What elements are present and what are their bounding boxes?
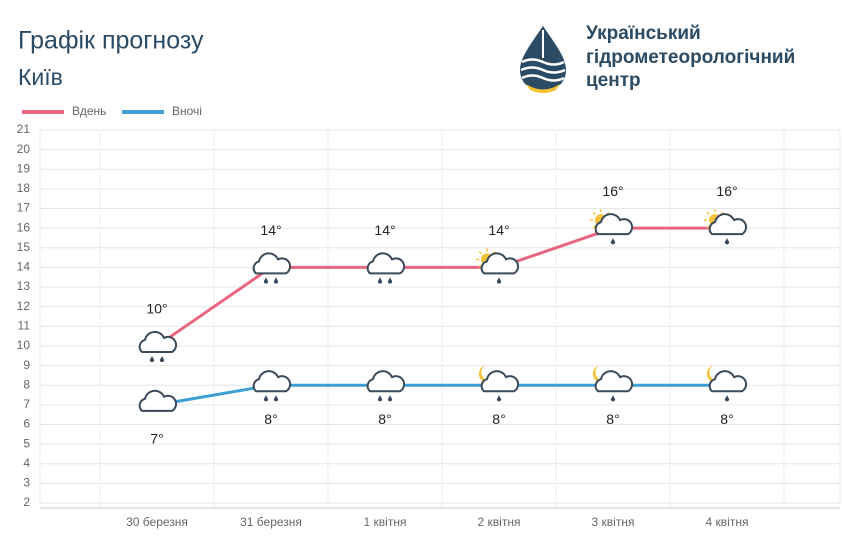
- y-tick-label: 6: [23, 417, 30, 431]
- y-tick-label: 2: [23, 495, 30, 509]
- y-tick-label: 16: [17, 220, 31, 234]
- weather-icon: [252, 252, 292, 284]
- weather-icon: [252, 370, 292, 402]
- rain-drop: [610, 238, 616, 245]
- sun-ray: [706, 211, 710, 216]
- y-tick-label: 20: [17, 142, 31, 156]
- cloud: [252, 370, 292, 393]
- y-tick-label: 3: [23, 476, 30, 490]
- x-tick-label: 30 березня: [126, 515, 188, 529]
- x-tick-label: 1 квітня: [364, 515, 407, 529]
- y-tick-label: 9: [23, 358, 30, 372]
- y-tick-label: 10: [17, 338, 31, 352]
- value-label: 8°: [492, 411, 505, 427]
- cloud: [480, 370, 520, 393]
- weather-icon: [366, 252, 406, 284]
- sun-ray: [478, 264, 482, 268]
- weather-icon: [704, 209, 748, 245]
- weather-icon: [138, 330, 178, 363]
- cloud: [366, 252, 406, 275]
- rain-drop: [387, 395, 393, 402]
- x-tick-label: 4 квітня: [706, 515, 749, 529]
- sun-ray: [478, 251, 482, 255]
- y-tick-label: 17: [17, 201, 31, 215]
- legend-label: Вдень: [72, 104, 106, 118]
- y-tick-label: 18: [17, 181, 31, 195]
- moon: [592, 365, 609, 383]
- rain-drop: [610, 395, 616, 402]
- rain-drop: [496, 395, 502, 402]
- y-tick-label: 5: [23, 436, 30, 450]
- value-label: 8°: [378, 411, 391, 427]
- cloud: [594, 370, 634, 393]
- x-tick-label: 2 квітня: [478, 515, 521, 529]
- rain-drop: [387, 277, 393, 284]
- weather-icon: [366, 370, 406, 402]
- value-label: 14°: [260, 222, 281, 238]
- cloud: [366, 370, 406, 393]
- y-tick-label: 12: [17, 299, 31, 313]
- rain-drop: [149, 355, 155, 363]
- rain-drop: [496, 277, 502, 284]
- y-tick-label: 19: [17, 161, 31, 175]
- cloud: [594, 213, 634, 236]
- value-label: 14°: [374, 222, 395, 238]
- cloud: [138, 330, 178, 353]
- rain-drop: [159, 355, 165, 363]
- y-tick-label: 4: [23, 456, 30, 470]
- sun-ray: [592, 225, 596, 229]
- cloud: [138, 389, 178, 412]
- rain-drop: [263, 395, 269, 402]
- cloud: [252, 252, 292, 275]
- rain-drop: [273, 395, 279, 402]
- weather-icon: [590, 209, 634, 245]
- weather-icon: [138, 389, 178, 412]
- weather-icon: [592, 365, 634, 402]
- value-label: 8°: [720, 411, 733, 427]
- logo-text: гідрометеорологічний: [586, 47, 795, 68]
- logo-text: Український: [586, 23, 701, 44]
- cloud: [480, 252, 520, 275]
- moon: [706, 365, 723, 383]
- y-tick-label: 7: [23, 397, 30, 411]
- legend-label: Вночі: [172, 104, 202, 118]
- y-tick-label: 13: [17, 279, 31, 293]
- value-label: 7°: [150, 431, 163, 447]
- value-label: 16°: [602, 183, 623, 199]
- y-tick-label: 8: [23, 377, 30, 391]
- chart-subtitle: Київ: [18, 64, 63, 90]
- value-label: 14°: [488, 222, 509, 238]
- y-tick-label: 21: [17, 122, 31, 136]
- rain-drop: [377, 395, 383, 402]
- rain-drop: [724, 238, 730, 245]
- logo-text: центр: [586, 70, 641, 91]
- rain-drop: [273, 277, 279, 284]
- weather-icon: [706, 365, 748, 402]
- logo: [520, 26, 566, 93]
- value-label: 16°: [716, 183, 737, 199]
- y-tick-label: 14: [17, 260, 31, 274]
- value-label: 8°: [264, 411, 277, 427]
- cloud: [708, 370, 748, 393]
- y-tick-label: 11: [18, 318, 31, 332]
- sun-ray: [592, 211, 596, 216]
- weather-icon: [476, 248, 520, 284]
- moon: [478, 365, 495, 383]
- rain-drop: [263, 277, 269, 284]
- rain-drop: [724, 395, 730, 402]
- x-tick-label: 3 квітня: [592, 515, 635, 529]
- rain-drop: [377, 277, 383, 284]
- weather-icon: [478, 365, 520, 402]
- value-label: 10°: [146, 301, 167, 317]
- chart-title: Графік прогнозу: [18, 27, 204, 55]
- cloud: [708, 213, 748, 236]
- y-tick-label: 15: [17, 240, 31, 254]
- value-label: 8°: [606, 411, 619, 427]
- x-tick-label: 31 березня: [240, 515, 302, 529]
- sun-ray: [706, 225, 710, 229]
